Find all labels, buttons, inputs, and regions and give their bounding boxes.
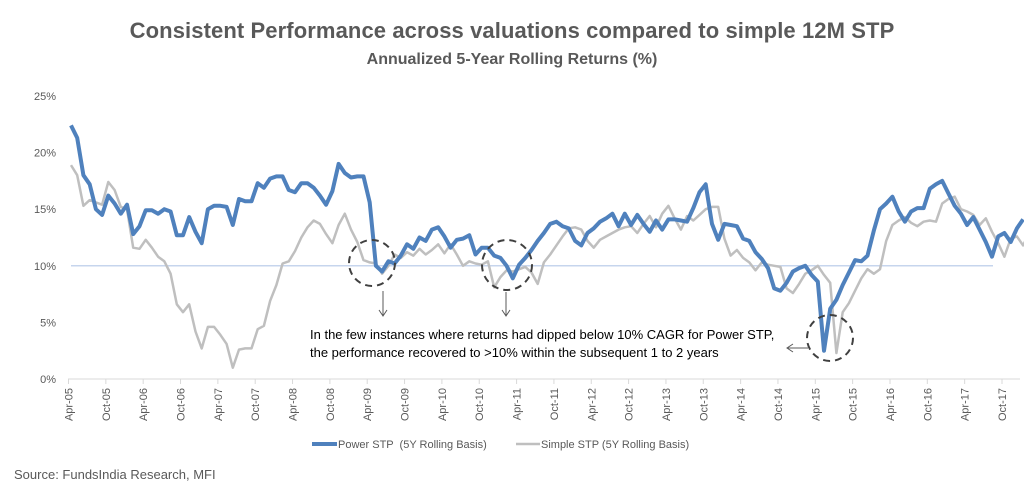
x-tick-label: Apr-13 (661, 388, 673, 421)
x-tick-label: Apr-09 (362, 388, 374, 421)
arrowhead-icon (378, 309, 388, 317)
chart-subtitle: Annualized 5-Year Rolling Returns (%) (366, 51, 658, 68)
x-tick-label: Apr-06 (138, 388, 150, 421)
x-tick-label: Apr-11 (512, 388, 524, 420)
x-tick-label: Apr-10 (437, 388, 449, 421)
x-tick-label: Oct-14 (773, 388, 785, 421)
x-tick-label: Apr-16 (885, 388, 897, 421)
y-tick-label: 20% (34, 148, 56, 160)
y-tick-label: 0% (40, 374, 56, 386)
x-tick-label: Oct-13 (698, 388, 710, 421)
x-tick-label: Apr-05 (64, 388, 76, 421)
arrowhead-icon (501, 309, 511, 317)
series-simple-stp-line (69, 164, 1024, 369)
source-note: Source: FundsIndia Research, MFI (14, 467, 216, 482)
x-tick-label: Oct-05 (101, 388, 113, 421)
arrowhead-icon (786, 343, 794, 353)
x-tick-label: Oct-11 (549, 388, 561, 420)
x-tick-label: Apr-17 (960, 388, 972, 421)
x-tick-label: Oct-15 (848, 388, 860, 421)
x-tick-label: Oct-10 (474, 388, 486, 421)
x-tick-label: Apr-07 (213, 388, 225, 421)
annotation-circle-2011 (481, 239, 533, 291)
x-tick-label: Apr-08 (288, 388, 300, 421)
legend: Power STP (5Y Rolling Basis) Simple STP … (312, 439, 689, 451)
y-tick-label: 10% (34, 261, 56, 273)
x-axis: Apr-05 Oct-05 Apr-06 Oct-06 Apr-07 Oct-07 Apr-… (64, 379, 1009, 421)
x-tick-label: Apr-12 (586, 388, 598, 421)
legend-label-simple-stp: Simple STP (5Y Rolling Basis) (541, 439, 689, 451)
x-tick-label: Oct-17 (997, 388, 1009, 421)
annotation-circle-2015 (806, 314, 854, 362)
x-tick-label: Oct-08 (325, 388, 337, 421)
x-tick-label: Oct-07 (250, 388, 262, 421)
annotation-text-line1: In the few instances where returns had d… (310, 327, 774, 342)
annotation-text-line2: the performance recovered to >10% within… (310, 345, 719, 360)
y-tick-label: 25% (34, 91, 56, 103)
y-axis: 0% 5% 10% 15% 20% 25% (34, 91, 56, 386)
y-tick-label: 5% (40, 317, 56, 329)
chart-title: Consistent Performance across valuations… (129, 18, 895, 43)
x-tick-label: Apr-15 (810, 388, 822, 421)
x-tick-label: Oct-06 (176, 388, 188, 421)
x-tick-label: Apr-14 (736, 388, 748, 421)
series-power-stp-line (69, 124, 1024, 353)
y-tick-label: 15% (34, 204, 56, 216)
legend-label-power-stp: Power STP (5Y Rolling Basis) (338, 439, 487, 451)
x-tick-label: Oct-12 (624, 388, 636, 421)
x-tick-label: Oct-16 (922, 388, 934, 421)
annotation-circle-2009 (348, 239, 396, 287)
x-tick-label: Oct-09 (400, 388, 412, 421)
